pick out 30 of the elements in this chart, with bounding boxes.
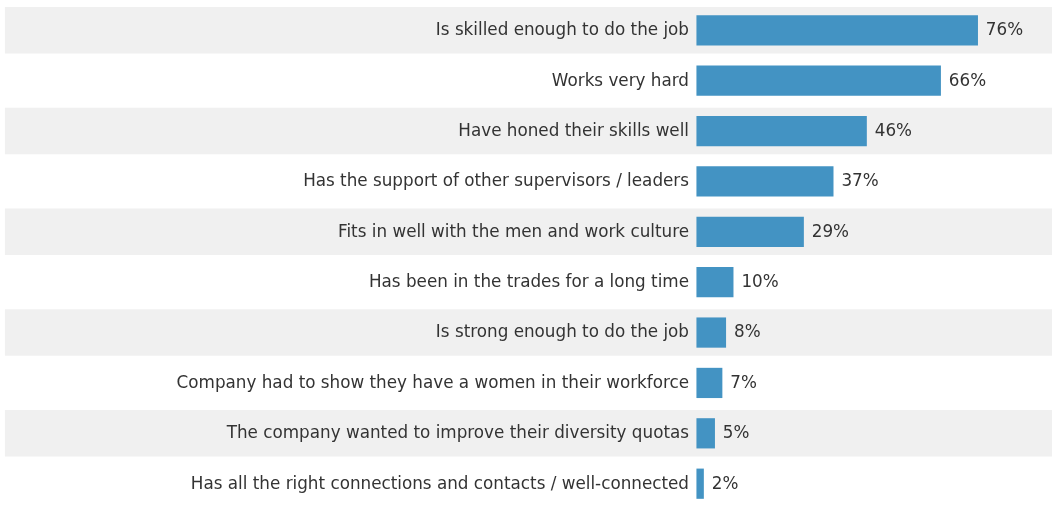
bar (696, 418, 715, 449)
data-label: 10% (741, 271, 779, 292)
bar (696, 115, 867, 147)
y-tick-label: Has all the right connections and contacts / well-connected (190, 472, 690, 493)
y-tick-label: Have honed their skills well (458, 119, 690, 140)
y-tick-label: Has been in the trades for a long time (368, 271, 690, 292)
data-label: 8% (733, 321, 761, 342)
data-label: 37% (841, 170, 879, 191)
data-label: 46% (874, 119, 913, 140)
data-label: 7% (730, 371, 757, 392)
data-label: 2% (711, 472, 739, 493)
y-tick-label: The company wanted to improve their diversity quotas (225, 422, 690, 443)
y-tick-label: Works very hard (551, 69, 690, 90)
bar (696, 317, 727, 348)
bar (696, 15, 978, 46)
bar (696, 468, 704, 499)
bar (696, 367, 723, 399)
y-tick-label: Company had to show they have a women in their workforce (176, 371, 690, 392)
y-tick-label: Is skilled enough to do the job (435, 19, 690, 40)
data-label: 29% (811, 220, 850, 241)
data-label: 66% (948, 69, 987, 90)
data-label: 5% (722, 422, 750, 443)
bar (696, 65, 941, 96)
bar (696, 166, 834, 197)
bar (696, 267, 734, 298)
y-tick-label: Is strong enough to do the job (435, 321, 690, 342)
y-tick-label: Fits in well with the men and work culture (338, 220, 690, 241)
y-tick-label: Has the support of other supervisors / leaders (303, 170, 690, 191)
bar (696, 216, 804, 247)
data-label: 76% (985, 19, 1024, 40)
